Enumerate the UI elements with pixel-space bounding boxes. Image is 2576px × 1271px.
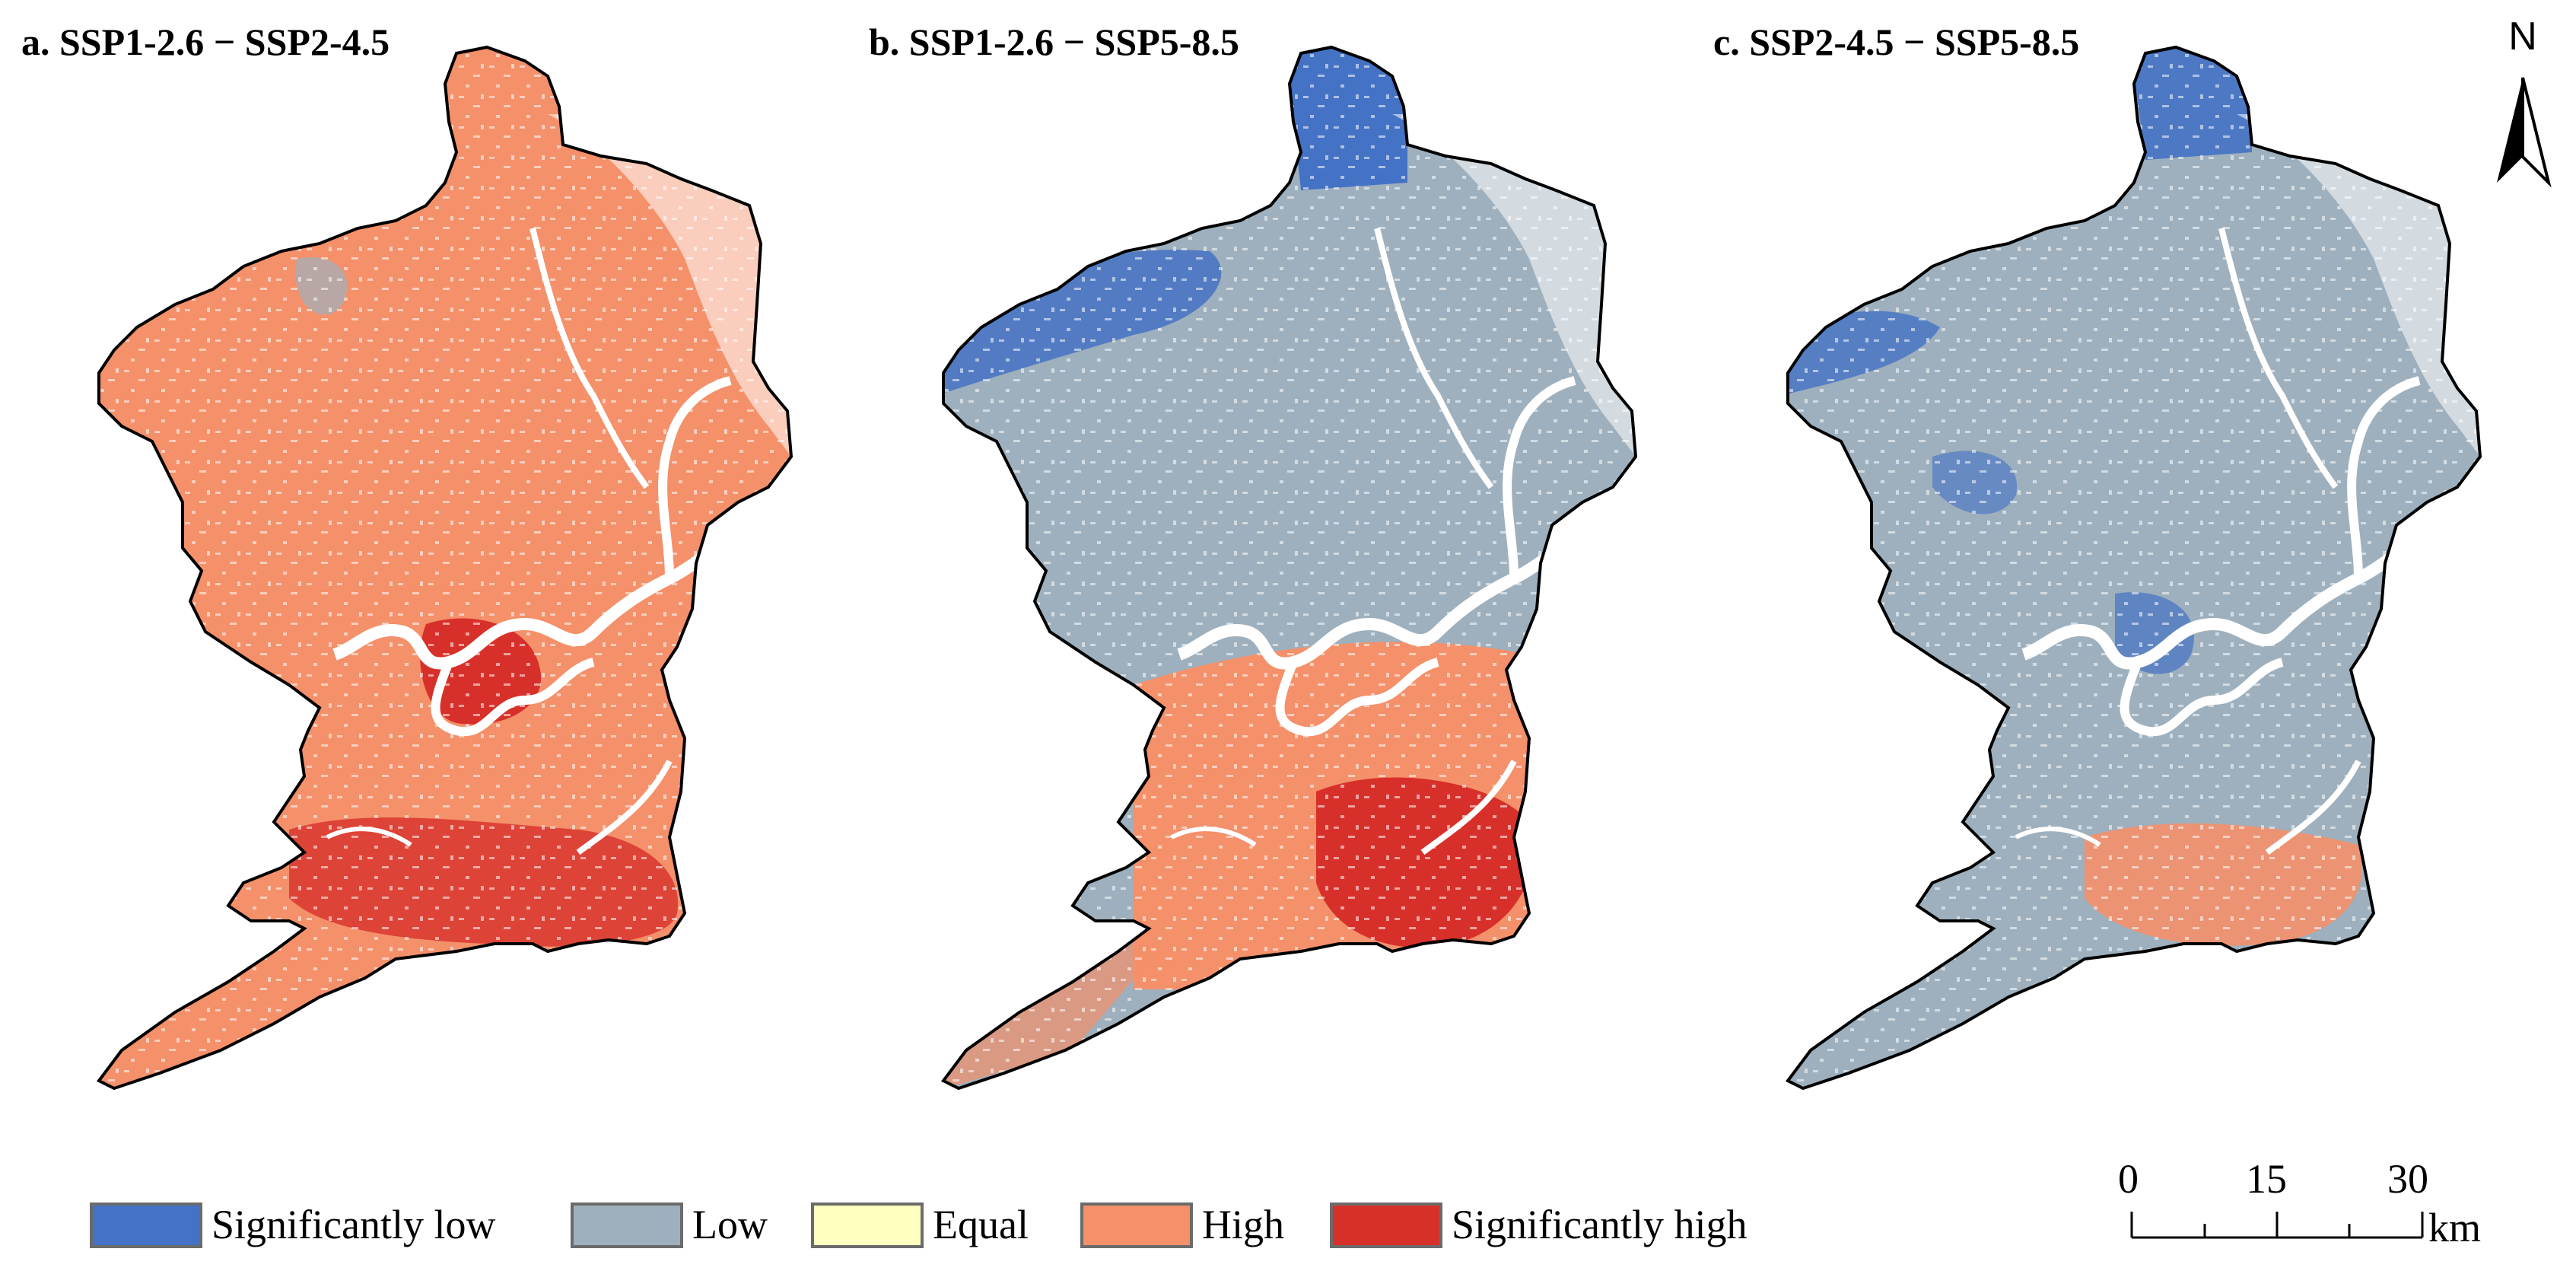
scale-tick-label: 15 — [2246, 1156, 2287, 1202]
scale-tick-label: 0 — [2118, 1156, 2139, 1202]
scale-unit-label: km — [2428, 1205, 2482, 1250]
panel-a-title: a. SSP1-2.6 − SSP2-4.5 — [21, 21, 390, 63]
map-panel-b — [942, 46, 1637, 1090]
panel-b-title: b. SSP1-2.6 − SSP5-8.5 — [869, 21, 1239, 63]
scale-tick-label: 30 — [2387, 1156, 2428, 1202]
legend-swatch — [90, 1203, 202, 1248]
legend-label: Equal — [933, 1202, 1029, 1247]
legend-label: Low — [692, 1202, 768, 1247]
panel-c-title: c. SSP2-4.5 − SSP5-8.5 — [1713, 21, 2080, 63]
legend-label: Significantly high — [1452, 1202, 1748, 1247]
legend-swatch — [1080, 1203, 1193, 1248]
legend-swatch — [571, 1203, 683, 1248]
north-arrow: N — [2486, 17, 2559, 199]
legend-label: Significantly low — [211, 1202, 496, 1247]
north-label: N — [2508, 14, 2537, 59]
legend-label: High — [1202, 1202, 1284, 1247]
scale-bar-line — [2130, 1212, 2424, 1239]
legend-swatch — [811, 1203, 924, 1248]
scale-bar: 0 15 30 km — [2118, 1156, 2518, 1257]
north-arrow-icon — [2497, 77, 2552, 188]
map-panel-c — [1786, 46, 2482, 1090]
map-panel-a — [97, 46, 793, 1090]
legend-swatch — [1330, 1203, 1442, 1248]
